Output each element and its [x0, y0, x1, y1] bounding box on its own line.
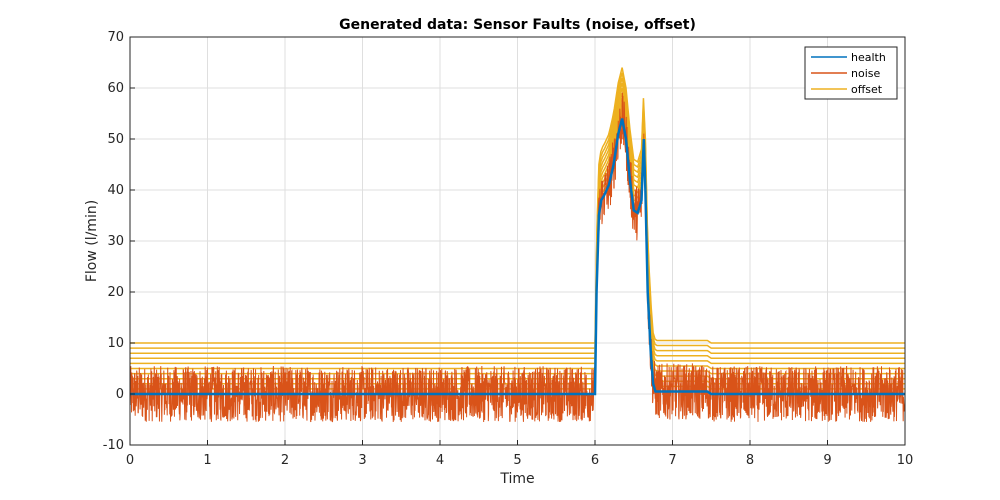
legend-label-offset: offset: [851, 83, 883, 96]
x-tick-label: 3: [358, 453, 366, 468]
y-axis-label: Flow (l/min): [84, 200, 100, 282]
y-tick-label: 0: [116, 387, 124, 402]
series-layer: [129, 67, 906, 423]
noise-series-line: [129, 92, 906, 423]
y-tick-label: -10: [103, 438, 124, 453]
offset-series-line: [130, 82, 905, 360]
health-series-line: [130, 118, 905, 396]
legend: health noise offset: [804, 46, 898, 100]
x-tick-label: 6: [591, 453, 599, 468]
chart-title: Generated data: Sensor Faults (noise, of…: [339, 17, 696, 33]
offset-series-line: [130, 87, 905, 365]
offset-series-line: [130, 67, 905, 344]
offset-series-line: [130, 77, 905, 354]
y-tick-label: 50: [107, 132, 124, 147]
x-tick-label: 9: [823, 453, 831, 468]
x-tick-label: 4: [436, 453, 444, 468]
x-tick-label: 10: [897, 453, 914, 468]
y-tick-label: 70: [107, 30, 124, 45]
offset-series-line: [130, 92, 905, 370]
x-axis-label: Time: [499, 471, 534, 487]
offset-series-line: [130, 72, 905, 349]
x-tick-label: 2: [281, 453, 289, 468]
legend-label-health: health: [851, 51, 886, 64]
x-tick-label: 5: [513, 453, 521, 468]
x-tick-label: 8: [746, 453, 754, 468]
y-tick-label: 20: [107, 285, 124, 300]
x-tick-label: 0: [126, 453, 134, 468]
x-tick-label: 1: [203, 453, 211, 468]
y-tick-label: 60: [107, 81, 124, 96]
y-tick-label: 40: [107, 183, 124, 198]
y-tick-label: 10: [107, 336, 124, 351]
legend-label-noise: noise: [851, 67, 880, 80]
y-tick-label: 30: [107, 234, 124, 249]
x-tick-label: 7: [668, 453, 676, 468]
